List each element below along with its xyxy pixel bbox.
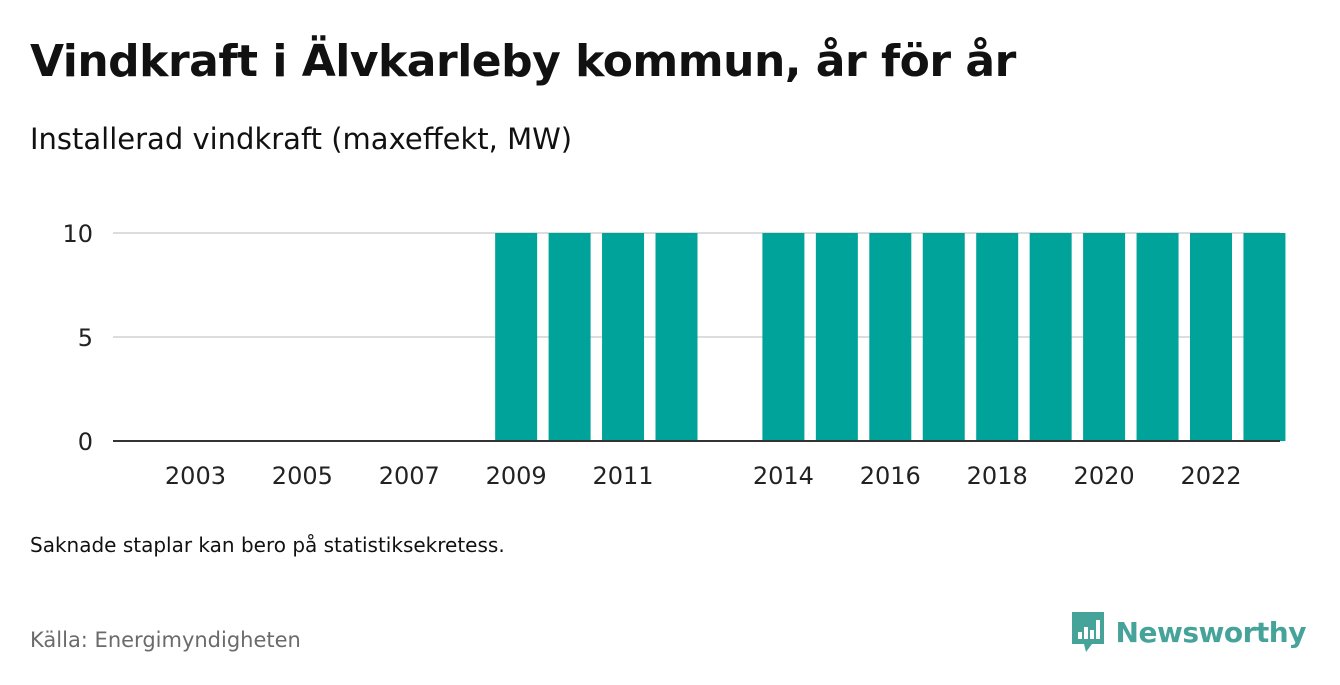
x-tick-label: 2014 [753, 462, 814, 490]
x-tick-label: 2003 [165, 462, 226, 490]
bar-2009 [495, 233, 538, 441]
y-tick-label: 0 [78, 428, 93, 456]
bar-2010 [548, 233, 591, 441]
bar-2017 [922, 233, 965, 441]
bar-2016 [869, 233, 912, 441]
chart-subtitle: Installerad vindkraft (maxeffekt, MW) [30, 122, 573, 156]
bar-2023 [1243, 233, 1286, 441]
brand-logo[interactable]: Newsworthy [1070, 610, 1307, 654]
x-tick-label: 2020 [1074, 462, 1135, 490]
brand-name: Newsworthy [1115, 615, 1307, 649]
bar-chart: 0 5 10 2003 2005 2007 2009 2011 2014 2016 2018 202… [62, 220, 1286, 490]
source-credit: Källa: Energimyndigheten [30, 628, 301, 652]
bar-2019 [1029, 233, 1072, 441]
bar-2020 [1083, 233, 1126, 441]
x-tick-labels: 2003 2005 2007 2009 2011 2014 2016 2018 2020 2022 [165, 462, 1242, 490]
newsworthy-logo-icon [1071, 612, 1104, 652]
x-tick-label: 2022 [1180, 462, 1241, 490]
bar-2022 [1190, 233, 1232, 441]
bars [495, 233, 1286, 441]
y-tick-labels: 0 5 10 [62, 220, 93, 456]
x-tick-label: 2016 [860, 462, 921, 490]
x-tick-label: 2009 [486, 462, 547, 490]
chart-title: Vindkraft i Älvkarleby kommun, år för år [30, 36, 1016, 87]
bar-2011 [602, 233, 645, 441]
y-tick-label: 5 [78, 324, 93, 352]
bar-2021 [1136, 233, 1179, 441]
bar-2012 [655, 233, 698, 441]
bar-2015 [815, 233, 858, 441]
x-tick-label: 2007 [379, 462, 440, 490]
x-tick-label: 2018 [967, 462, 1028, 490]
bar-2014 [762, 233, 805, 441]
footnote: Saknade staplar kan bero på statistiksek… [30, 533, 505, 557]
y-tick-label: 10 [62, 220, 93, 248]
bar-2018 [976, 233, 1019, 441]
x-tick-label: 2011 [593, 462, 654, 490]
x-tick-label: 2005 [272, 462, 333, 490]
